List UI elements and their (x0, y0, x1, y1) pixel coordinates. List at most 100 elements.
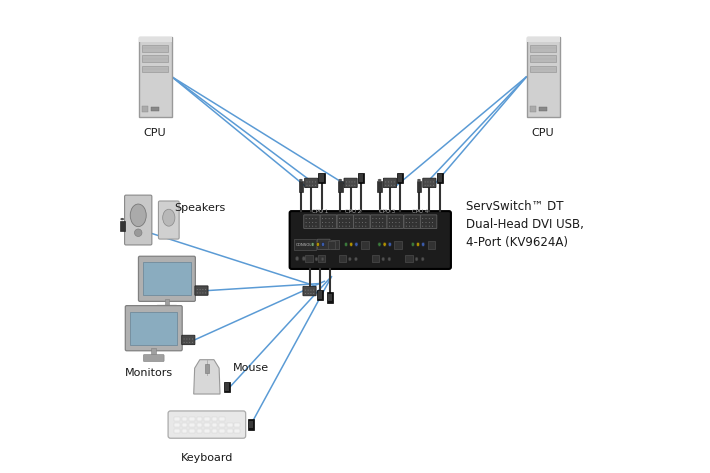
Ellipse shape (406, 218, 407, 219)
Ellipse shape (305, 289, 306, 290)
FancyBboxPatch shape (182, 335, 195, 345)
Ellipse shape (409, 226, 410, 227)
FancyBboxPatch shape (290, 211, 451, 269)
Ellipse shape (202, 292, 203, 293)
Ellipse shape (429, 222, 430, 223)
Ellipse shape (339, 218, 340, 219)
Ellipse shape (399, 218, 400, 219)
Ellipse shape (312, 182, 313, 183)
Ellipse shape (349, 218, 350, 219)
Bar (204, 423, 210, 427)
Ellipse shape (311, 242, 315, 246)
FancyBboxPatch shape (404, 215, 420, 228)
Bar (530, 45, 556, 52)
Bar (417, 182, 421, 192)
Ellipse shape (305, 293, 306, 294)
Ellipse shape (422, 222, 423, 223)
Ellipse shape (392, 218, 393, 219)
Text: CPU 3: CPU 3 (379, 210, 395, 214)
Ellipse shape (312, 218, 313, 219)
Text: Monitors: Monitors (125, 368, 173, 378)
Ellipse shape (409, 218, 410, 219)
FancyBboxPatch shape (158, 201, 179, 239)
Ellipse shape (394, 185, 395, 186)
Ellipse shape (415, 222, 417, 223)
Ellipse shape (305, 218, 307, 219)
Ellipse shape (332, 222, 333, 223)
Bar (142, 45, 168, 52)
Ellipse shape (325, 226, 327, 227)
Bar (174, 423, 180, 427)
Ellipse shape (362, 226, 363, 227)
Ellipse shape (392, 226, 393, 227)
Bar (197, 429, 202, 433)
Ellipse shape (295, 256, 299, 261)
Bar (294, 239, 317, 250)
Bar (377, 182, 382, 192)
FancyBboxPatch shape (304, 215, 320, 228)
Ellipse shape (349, 222, 350, 223)
Ellipse shape (388, 182, 389, 183)
Ellipse shape (406, 226, 407, 227)
Ellipse shape (184, 339, 185, 340)
Ellipse shape (315, 218, 317, 219)
Bar (142, 66, 168, 72)
Ellipse shape (406, 222, 407, 223)
Bar (190, 429, 195, 433)
FancyBboxPatch shape (383, 178, 397, 188)
Ellipse shape (394, 182, 395, 183)
Ellipse shape (427, 185, 428, 186)
Ellipse shape (309, 218, 310, 219)
Bar (359, 175, 363, 182)
FancyBboxPatch shape (372, 255, 379, 263)
Ellipse shape (429, 218, 430, 219)
Ellipse shape (325, 222, 327, 223)
Ellipse shape (309, 226, 310, 227)
FancyBboxPatch shape (305, 255, 312, 263)
Ellipse shape (430, 182, 431, 183)
Ellipse shape (351, 182, 352, 183)
Ellipse shape (332, 226, 333, 227)
Bar (530, 106, 535, 112)
Bar (530, 55, 556, 62)
Ellipse shape (322, 222, 323, 223)
Ellipse shape (388, 242, 391, 246)
Bar (165, 299, 169, 307)
FancyBboxPatch shape (331, 240, 339, 249)
Bar (138, 36, 172, 42)
Ellipse shape (163, 209, 175, 226)
Ellipse shape (315, 185, 316, 186)
Text: Speakers: Speakers (174, 203, 225, 213)
Ellipse shape (392, 222, 393, 223)
Ellipse shape (359, 226, 360, 227)
FancyBboxPatch shape (371, 215, 387, 228)
Ellipse shape (395, 222, 396, 223)
Ellipse shape (322, 242, 324, 246)
Ellipse shape (121, 218, 124, 220)
Ellipse shape (379, 222, 380, 223)
Bar (234, 429, 240, 433)
FancyBboxPatch shape (317, 239, 330, 250)
Ellipse shape (349, 226, 350, 227)
Ellipse shape (399, 222, 400, 223)
Ellipse shape (205, 289, 206, 290)
Bar (182, 417, 187, 421)
Bar (319, 173, 324, 184)
Ellipse shape (310, 289, 312, 290)
Ellipse shape (312, 185, 313, 186)
Ellipse shape (382, 226, 383, 227)
Ellipse shape (339, 179, 342, 181)
Ellipse shape (130, 204, 146, 227)
Ellipse shape (382, 257, 385, 261)
Text: ServSwitch™ DT
Dual-Head DVI USB,
4-Port (KV9624A): ServSwitch™ DT Dual-Head DVI USB, 4-Port… (466, 200, 584, 249)
Bar (212, 417, 217, 421)
Bar (197, 417, 202, 421)
Ellipse shape (388, 185, 389, 186)
Bar (398, 175, 403, 182)
FancyBboxPatch shape (428, 241, 435, 249)
Bar (540, 107, 547, 111)
Ellipse shape (315, 182, 316, 183)
Bar (358, 173, 364, 184)
Ellipse shape (310, 293, 312, 294)
Ellipse shape (313, 293, 315, 294)
